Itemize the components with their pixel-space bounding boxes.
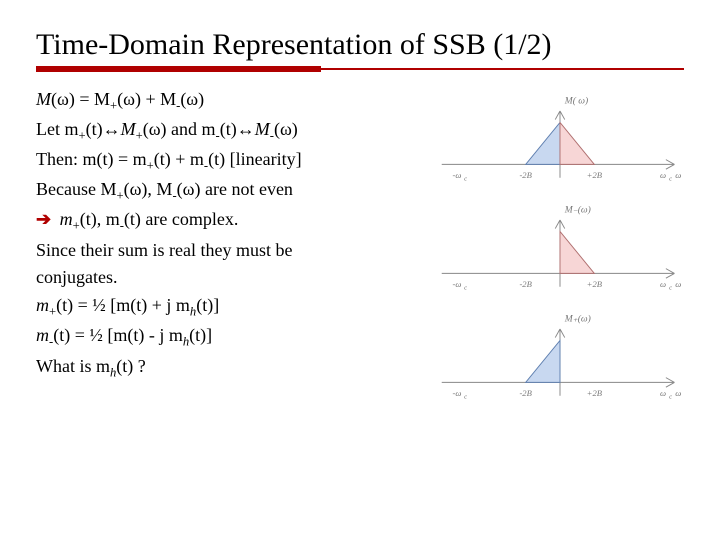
t: m [36,295,49,315]
t: M [36,89,51,109]
t: (ω) + M [117,89,176,109]
lr-arrow-icon: ↔ [237,119,255,139]
tick-pwc: ω [660,388,666,398]
t: (t) + m [154,149,204,169]
t: (ω), M [124,179,173,199]
tick-p2b: +2B [587,388,603,398]
tick-sub: c [669,176,672,183]
t: (t), m [80,209,120,229]
t: (ω) are not even [177,179,293,199]
t: M [255,119,270,139]
axis-label: ω [675,170,681,180]
eq-line-2: Let m+(t)↔M+(ω) and m-(t)↔M-(ω) [36,116,426,146]
t: (t)] [196,295,219,315]
t: (t) [220,119,237,139]
sub-plus: + [147,159,154,173]
implies-arrow-icon: ➔ [36,209,51,229]
eq-line-6: Since their sum is real they must be [36,237,426,265]
tick-n2b: -2B [519,279,532,289]
fig1-label: M( ω) [564,95,588,106]
eq-line-9: m-(t) = ½ [m(t) - j mh(t)] [36,322,426,352]
t: (t) = ½ [m [56,295,130,315]
eq-line-5: ➔ m+(t), m-(t) are complex. [36,206,426,236]
t: Because M [36,179,116,199]
t: (ω) = M [51,89,110,109]
slide-title: Time-Domain Representation of SSB (1/2) [36,28,684,62]
t: (t) + j m [130,295,190,315]
t: (t)] [189,325,212,345]
t: (t) [86,119,103,139]
eq-line-8: m+(t) = ½ [m(t) + j mh(t)] [36,292,426,322]
t: Then: m [36,149,97,169]
figure-column: M( ω) -ω -2B +2B ω ω c c M₋(ω) [436,86,684,413]
slide: Time-Domain Representation of SSB (1/2) … [0,0,720,540]
figure-m-full: M( ω) -ω -2B +2B ω ω c c [436,90,684,195]
sub-plus: + [79,129,86,143]
lr-arrow-icon: ↔ [103,119,121,139]
sub-plus: + [136,129,143,143]
tick-sub: c [669,285,672,292]
content-row: M(ω) = M+(ω) + M-(ω) Let m+(t)↔M+(ω) and… [36,86,684,413]
t: (t) - j m [127,325,183,345]
tick-sub: c [464,285,467,292]
eq-line-4: Because M+(ω), M-(ω) are not even [36,176,426,206]
t: What is m [36,356,110,376]
tick-n2b: -2B [519,388,532,398]
title-rule [36,66,684,72]
sub-plus: + [116,189,123,203]
tick-pwc: ω [660,279,666,289]
right-spectrum-triangle [560,122,594,164]
right-spectrum-triangle [560,231,594,273]
t: (ω) [274,119,298,139]
t: (ω) and m [143,119,216,139]
t: (t) = ½ [m [53,325,127,345]
tick-nwc: -ω [453,170,462,180]
eq-line-1: M(ω) = M+(ω) + M-(ω) [36,86,426,116]
figure-m-minus: M₋(ω) -ω -2B +2B ω ω c c [436,199,684,304]
tick-p2b: +2B [587,170,603,180]
left-spectrum-triangle [526,340,560,382]
t: m [55,209,73,229]
figure-m-plus: M₊(ω) -ω -2B +2B ω ω c c [436,308,684,413]
tick-n2b: -2B [519,170,532,180]
fig2-label: M₋(ω) [564,204,591,215]
text-column: M(ω) = M+(ω) + M-(ω) Let m+(t)↔M+(ω) and… [36,86,426,413]
tick-nwc: -ω [453,388,462,398]
t: M [121,119,136,139]
eq-line-7: conjugates. [36,264,426,292]
tick-sub: c [464,393,467,400]
axis-label: ω [675,279,681,289]
axis-label: ω [675,388,681,398]
t: (t) are complex. [124,209,238,229]
t: (t) = m [97,149,147,169]
t: (ω) [180,89,204,109]
tick-nwc: -ω [453,279,462,289]
t: m [36,325,49,345]
tick-sub: c [669,393,672,400]
t: (t) ? [116,356,145,376]
eq-line-3: Then: m(t) = m+(t) + m-(t) [linearity] [36,146,426,176]
tick-p2b: +2B [587,279,603,289]
sub-plus: + [73,219,80,233]
t: (t) [linearity] [208,149,301,169]
eq-line-10: What is mh(t) ? [36,353,426,383]
tick-sub: c [464,176,467,183]
fig3-label: M₊(ω) [564,313,591,324]
t: Let m [36,119,79,139]
left-spectrum-triangle [526,122,560,164]
tick-pwc: ω [660,170,666,180]
